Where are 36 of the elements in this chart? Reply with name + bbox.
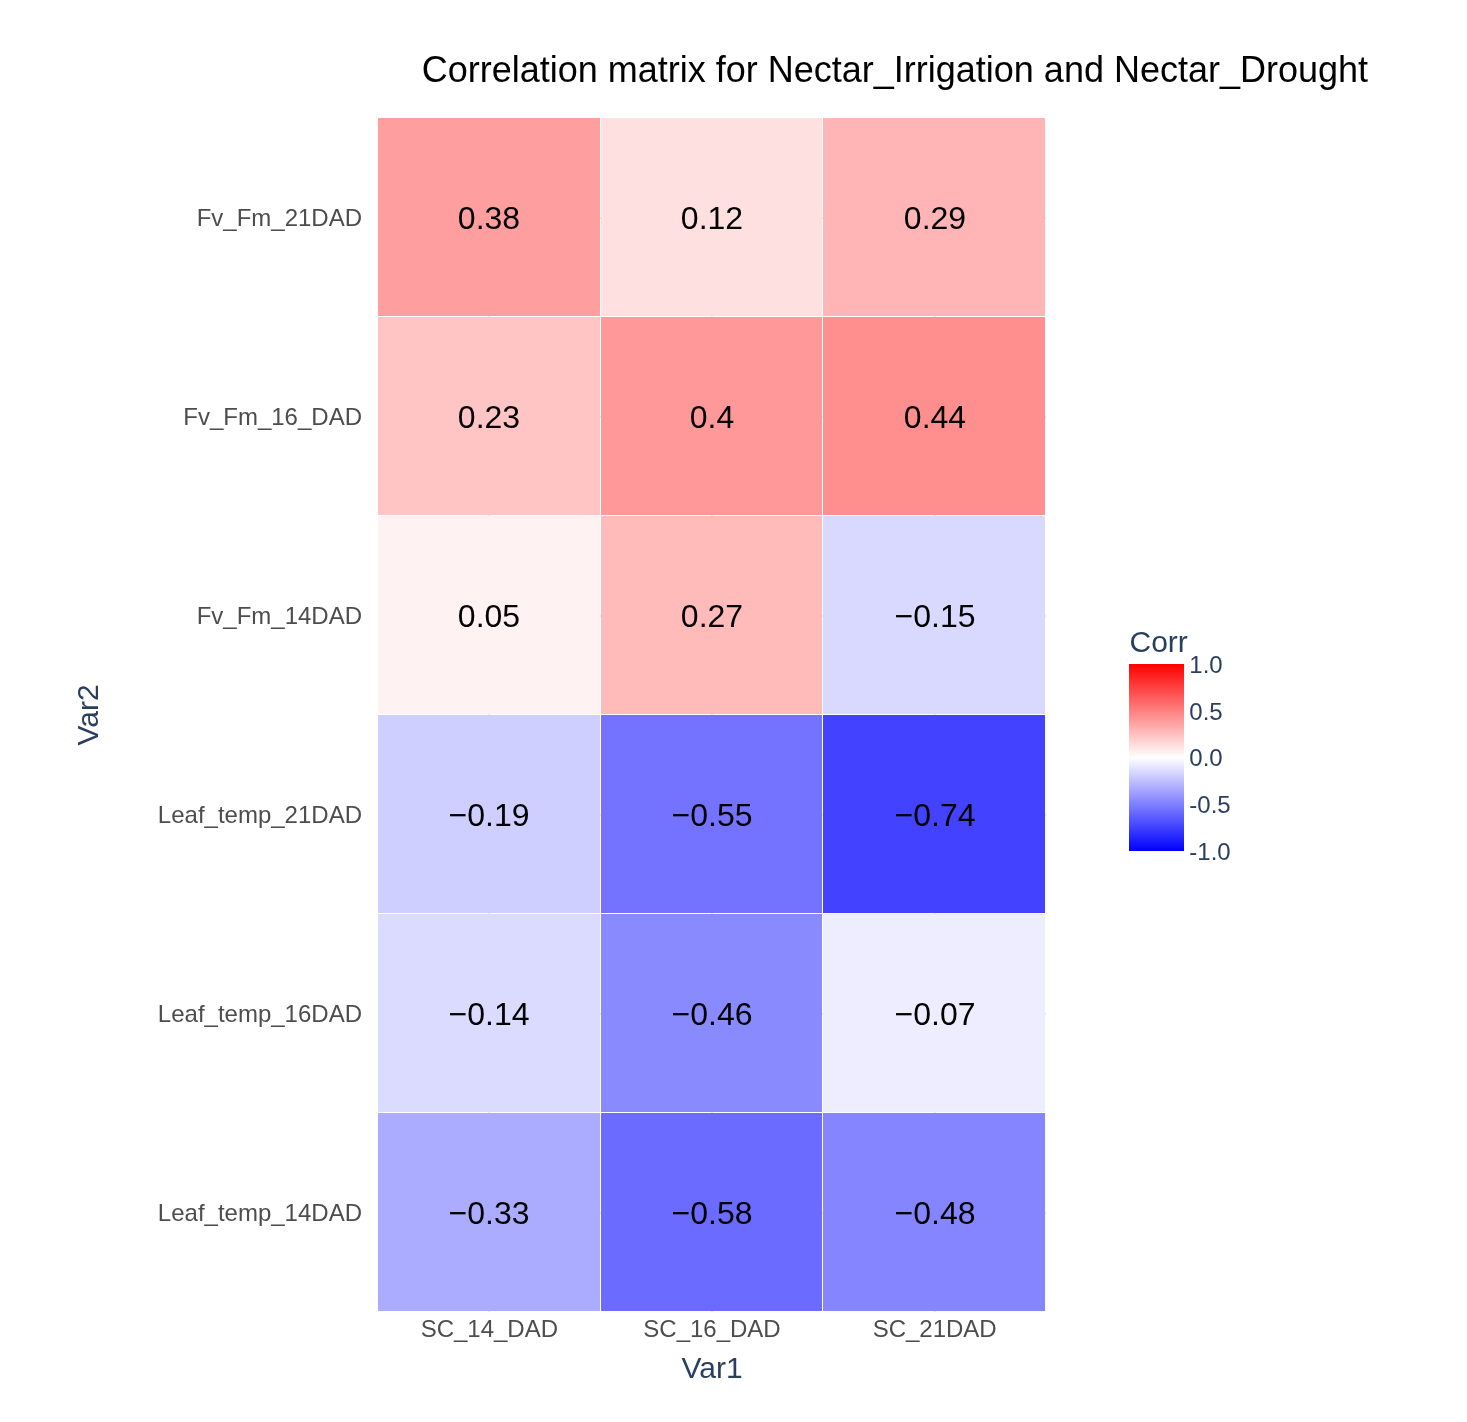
y-axis-title: Var2 bbox=[70, 684, 104, 746]
data-label: −0.15 bbox=[894, 598, 976, 635]
data-label: −0.33 bbox=[448, 1195, 530, 1232]
y-tick-label: Fv_Fm_14DAD bbox=[196, 601, 362, 629]
data-label: 0.38 bbox=[457, 200, 521, 237]
y-tick-label: Fv_Fm_16_DAD bbox=[183, 402, 362, 430]
y-tick-label: Fv_Fm_21DAD bbox=[196, 203, 362, 231]
color-bar-label: 0.0 bbox=[1189, 744, 1223, 772]
data-label: −0.14 bbox=[448, 996, 530, 1033]
color-bar-label: -0.5 bbox=[1189, 791, 1231, 819]
chart-title: Correlation matrix for Nectar_Irrigation and Nectar_Drought bbox=[421, 49, 1369, 91]
color-bar-label: 1.0 bbox=[1189, 650, 1223, 678]
data-label: −0.07 bbox=[894, 996, 976, 1033]
data-label: 0.12 bbox=[680, 200, 744, 237]
color-bar-title: Corr bbox=[1129, 624, 1188, 658]
y-tick-label: Leaf_temp_14DAD bbox=[157, 1198, 362, 1226]
y-tick-label: Leaf_temp_21DAD bbox=[157, 800, 362, 828]
data-label: 0.27 bbox=[680, 598, 744, 635]
data-label: 0.44 bbox=[903, 399, 967, 436]
data-label: 0.23 bbox=[457, 399, 521, 436]
data-label: −0.58 bbox=[671, 1195, 753, 1232]
data-label: 0.29 bbox=[903, 200, 967, 237]
x-axis-title: Var1 bbox=[681, 1350, 743, 1384]
data-label: −0.46 bbox=[671, 996, 753, 1033]
y-tick-label: Leaf_temp_16DAD bbox=[157, 999, 362, 1027]
x-tick-label: SC_14_DAD bbox=[420, 1315, 559, 1342]
data-label: 0.4 bbox=[689, 399, 735, 436]
x-tick-label: SC_21DAD bbox=[872, 1315, 997, 1342]
data-label: −0.74 bbox=[894, 797, 976, 834]
color-bar-label: -1.0 bbox=[1189, 837, 1231, 865]
data-label: 0.05 bbox=[457, 598, 521, 635]
color-bar-label: 0.5 bbox=[1189, 697, 1223, 725]
data-label: −0.19 bbox=[448, 797, 530, 834]
data-label: −0.55 bbox=[671, 797, 753, 834]
data-label: −0.48 bbox=[894, 1195, 976, 1232]
x-tick-label: SC_16_DAD bbox=[643, 1315, 781, 1342]
